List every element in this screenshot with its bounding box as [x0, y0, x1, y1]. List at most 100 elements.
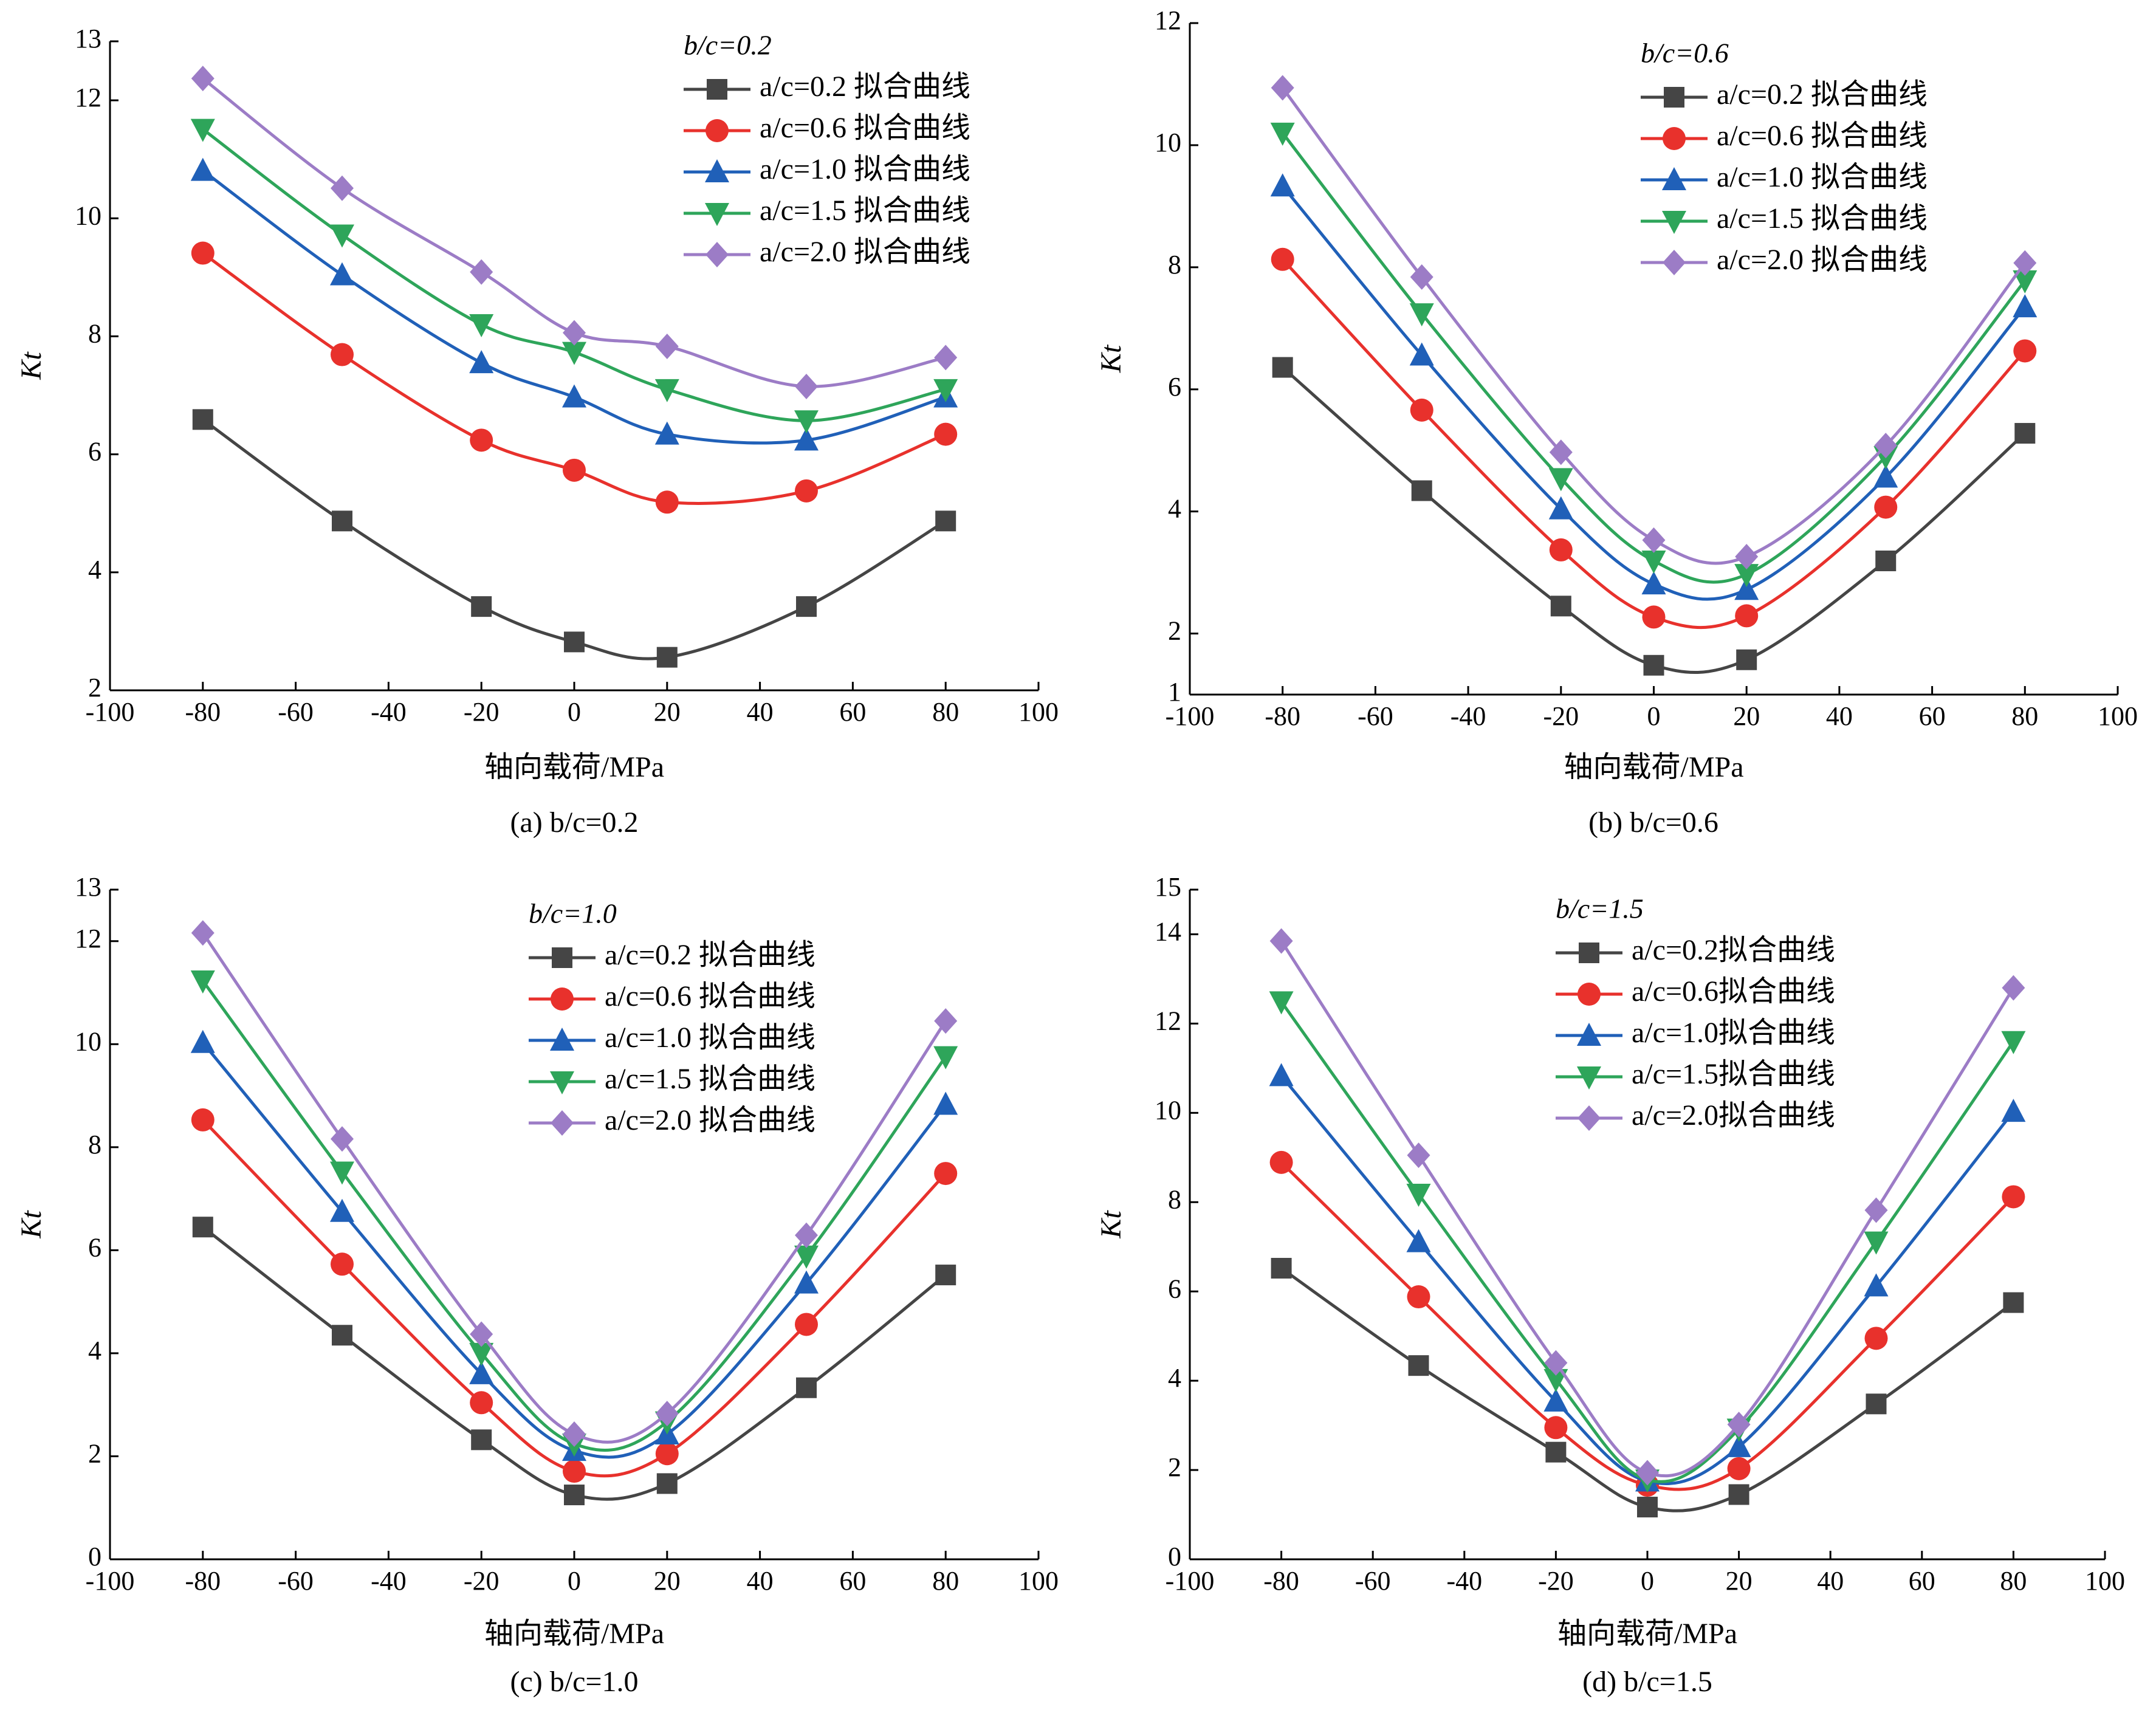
annotation: b/c=0.6	[1641, 38, 1729, 69]
x-tick-label: -40	[371, 697, 407, 727]
legend-marker	[1663, 127, 1686, 150]
x-tick-label: -20	[464, 697, 500, 727]
marker	[563, 458, 586, 482]
x-tick-label: -60	[278, 1566, 314, 1596]
legend-marker	[705, 203, 729, 226]
marker	[563, 320, 586, 346]
marker	[654, 379, 679, 402]
marker	[1727, 1457, 1751, 1480]
x-tick-label: 20	[654, 1566, 681, 1596]
legend-marker	[1662, 211, 1686, 234]
marker	[1548, 468, 1573, 492]
marker	[1734, 577, 1759, 600]
marker	[1735, 543, 1759, 569]
marker	[933, 1046, 958, 1070]
legend-label: a/c=1.0 拟合曲线	[605, 1022, 815, 1054]
legend-label: a/c=0.2 拟合曲线	[605, 939, 815, 971]
legend-marker	[1662, 167, 1686, 190]
marker	[2001, 1031, 2026, 1054]
x-tick-label: 60	[839, 1566, 866, 1596]
y-tick-label: 1	[1168, 677, 1181, 707]
y-tick-label: 4	[1168, 494, 1181, 524]
marker	[1271, 75, 1294, 101]
marker	[470, 428, 493, 452]
marker	[933, 379, 958, 402]
y-tick-label: 6	[1168, 372, 1181, 402]
marker	[1727, 1412, 1751, 1438]
marker	[192, 1217, 213, 1238]
marker	[1641, 551, 1666, 574]
marker	[795, 1313, 818, 1336]
marker	[1271, 247, 1294, 271]
x-tick-label: 100	[1018, 697, 1059, 727]
y-tick-label: 2	[1168, 1452, 1181, 1482]
marker	[795, 479, 818, 503]
x-tick-label: 60	[1919, 701, 1946, 731]
legend-label: a/c=1.0 拟合曲线	[1717, 161, 1928, 193]
x-tick-label: 80	[932, 1566, 959, 1596]
y-axis-label: Kt	[15, 351, 47, 380]
marker	[2013, 270, 2038, 294]
marker	[1864, 1327, 1888, 1350]
legend-marker	[1664, 87, 1684, 108]
marker	[935, 1265, 956, 1286]
y-tick-label: 0	[88, 1542, 101, 1571]
annotation: b/c=0.2	[684, 30, 772, 61]
fit-curve	[1281, 87, 2027, 565]
marker	[655, 1442, 679, 1466]
marker	[191, 920, 215, 946]
y-tick-label: 6	[88, 1232, 101, 1262]
y-tick-label: 2	[88, 1439, 101, 1469]
x-tick-label: 80	[2011, 701, 2038, 731]
y-tick-label: 10	[75, 201, 101, 230]
x-tick-label: -100	[86, 1566, 135, 1596]
marker	[1641, 571, 1666, 595]
marker	[1864, 1273, 1889, 1297]
x-tick-label: 100	[2085, 1566, 2125, 1596]
legend-label: a/c=1.0拟合曲线	[1632, 1017, 1835, 1049]
y-tick-label: 8	[1168, 250, 1181, 280]
marker	[1270, 122, 1295, 146]
y-tick-label: 4	[88, 1336, 101, 1365]
marker	[1410, 264, 1433, 290]
marker	[1734, 564, 1759, 588]
annotation: b/c=1.0	[529, 898, 617, 929]
legend-marker	[706, 119, 729, 142]
marker	[471, 596, 492, 617]
marker	[1548, 496, 1573, 520]
legend-marker	[552, 947, 572, 968]
marker	[1269, 991, 1294, 1015]
fit-curve	[201, 980, 947, 1452]
legend-label: a/c=0.2 拟合曲线	[1717, 78, 1928, 111]
panel: 0 2 4 6 8 10 12 14 15 -100 -80 -60 -40 -20 0 20 40 60 80 10…	[1095, 872, 2125, 1698]
legend-label: a/c=0.6拟合曲线	[1632, 975, 1835, 1008]
marker	[470, 1391, 493, 1415]
legend-marker	[1577, 1066, 1601, 1090]
y-tick-label: 4	[88, 555, 101, 585]
legend-label: a/c=0.6 拟合曲线	[605, 980, 815, 1012]
x-tick-label: 20	[654, 697, 681, 727]
y-tick-label: 12	[1155, 1006, 1181, 1035]
marker	[1873, 464, 1898, 488]
y-tick-label: 10	[1155, 128, 1181, 157]
marker	[1270, 173, 1295, 197]
y-tick-label: 8	[1168, 1184, 1181, 1214]
x-tick-label: 0	[1647, 701, 1661, 731]
marker	[470, 1321, 493, 1347]
marker	[934, 422, 958, 446]
marker	[1866, 1393, 1887, 1415]
x-tick-label: -100	[1166, 701, 1215, 731]
fit-curve	[1280, 1074, 2015, 1485]
marker	[331, 343, 354, 366]
marker	[1406, 1229, 1431, 1252]
marker	[1407, 1285, 1430, 1309]
x-tick-label: 40	[1826, 701, 1853, 731]
marker	[1736, 649, 1757, 670]
marker	[562, 384, 586, 408]
legend-label: a/c=2.0 拟合曲线	[1717, 244, 1928, 276]
marker	[1271, 1257, 1292, 1279]
marker	[2001, 1099, 2026, 1122]
legend-marker	[707, 79, 727, 100]
x-tick-label: -100	[86, 697, 135, 727]
marker	[190, 1029, 215, 1053]
